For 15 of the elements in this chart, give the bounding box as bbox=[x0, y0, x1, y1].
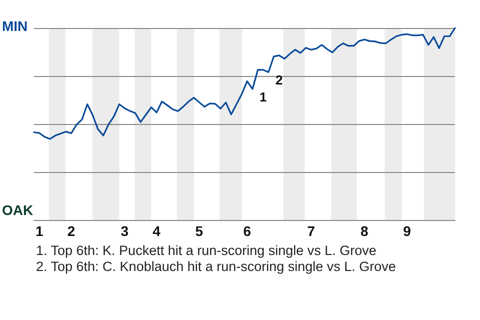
x-tick-label: 7 bbox=[307, 223, 316, 239]
x-tick-label: 4 bbox=[152, 223, 161, 239]
text: OAK bbox=[2, 202, 34, 218]
x-tick-label: 3 bbox=[120, 223, 129, 239]
annotation: 2 bbox=[275, 72, 283, 88]
x-tick-label: 1 bbox=[35, 223, 44, 239]
x-tick-label: 2 bbox=[67, 223, 76, 239]
text: 1. Top 6th: K. Puckett hit a run-scoring single vs L. Grove bbox=[36, 243, 378, 259]
text: MIN bbox=[2, 18, 28, 34]
x-tick-label: 6 bbox=[243, 223, 252, 239]
annotation: 1 bbox=[259, 90, 267, 105]
x-tick-label: 8 bbox=[360, 223, 369, 239]
x-tick-label: 5 bbox=[195, 223, 204, 239]
text: 2. Top 6th: C. Knoblauch hit a run-scoring single vs L. Grove bbox=[36, 259, 396, 275]
x-tick-label: 9 bbox=[403, 223, 412, 239]
